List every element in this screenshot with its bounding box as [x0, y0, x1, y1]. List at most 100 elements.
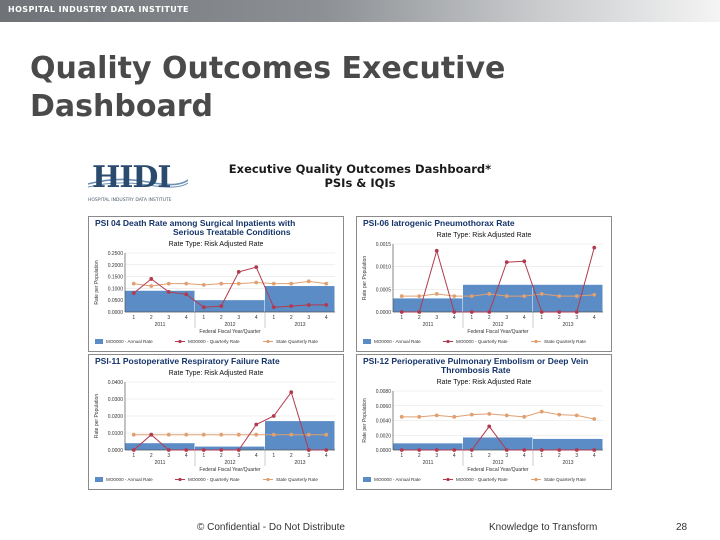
- x-year-label: 2013: [562, 460, 573, 466]
- benchmark-point: [201, 432, 206, 437]
- x-tick-label: 4: [453, 315, 456, 321]
- legend-benchmark-label: State Quarterly Rate: [544, 339, 586, 344]
- x-tick-label: 2: [558, 315, 561, 321]
- quarterly-point: [522, 259, 527, 264]
- x-tick-label: 2: [290, 453, 293, 459]
- x-tick-label: 3: [435, 315, 438, 321]
- legend-benchmark-label: State Quarterly Rate: [276, 339, 318, 344]
- quarterly-point: [131, 291, 136, 296]
- x-tick-label: 2: [150, 453, 153, 459]
- legend-benchmark-marker: [534, 339, 538, 344]
- benchmark-point: [399, 414, 404, 419]
- quarterly-point: [306, 303, 311, 307]
- chart-title: Thrombosis Rate: [441, 365, 511, 375]
- benchmark-point: [487, 291, 492, 296]
- quarterly-point: [417, 310, 422, 314]
- quarterly-point: [184, 292, 189, 297]
- legend-benchmark-marker: [266, 477, 270, 482]
- y-tick-label: 0.0100: [108, 431, 124, 437]
- x-year-label: 2011: [423, 460, 434, 466]
- annual-bar: [463, 284, 533, 312]
- x-tick-label: 1: [400, 315, 403, 321]
- chart-title: PSI-12 Perioperative Pulmonary Embolism …: [363, 356, 588, 366]
- chart-svg: PSI-11 Postoperative Respiratory Failure…: [94, 356, 335, 482]
- y-tick-label: 0.0015: [376, 242, 392, 248]
- chart-subtitle: Rate Type: Risk Adjusted Rate: [169, 241, 264, 248]
- chart-psi12: PSI-12 Perioperative Pulmonary Embolism …: [356, 354, 612, 490]
- quarterly-point: [504, 448, 509, 452]
- quarterly-point: [254, 422, 259, 427]
- benchmark-line: [401, 293, 595, 297]
- quarterly-point: [452, 448, 457, 452]
- x-axis-label: Federal Fiscal Year/Quarter: [199, 467, 260, 473]
- quarterly-point: [201, 305, 206, 310]
- x-tick-label: 4: [325, 315, 328, 321]
- logo-swoosh-icon: [88, 178, 188, 188]
- x-tick-label: 1: [540, 315, 543, 321]
- quarterly-point: [166, 290, 171, 294]
- legend-bar-label: MO0000 - Annual Rate: [374, 477, 421, 482]
- benchmark-point: [522, 414, 527, 419]
- footer-page-number: 28: [676, 522, 688, 533]
- benchmark-point: [434, 413, 439, 418]
- x-axis-label: Federal Fiscal Year/Quarter: [467, 467, 528, 473]
- x-tick-label: 4: [453, 453, 456, 459]
- quarterly-line: [401, 247, 595, 313]
- benchmark-point: [306, 432, 311, 437]
- x-tick-label: 1: [272, 315, 275, 321]
- annual-bar: [125, 290, 195, 312]
- x-tick-label: 4: [185, 453, 188, 459]
- dashboard-title-line2: PSIs & IQIs: [324, 176, 396, 190]
- quarterly-point: [574, 448, 579, 452]
- x-year-label: 2013: [562, 322, 573, 328]
- x-tick-label: 4: [593, 453, 596, 459]
- x-tick-label: 3: [575, 453, 578, 459]
- logo-text: HIDI: [92, 160, 171, 195]
- x-year-label: 2011: [155, 322, 166, 328]
- quarterly-point: [236, 448, 241, 452]
- legend-benchmark-marker: [534, 477, 538, 482]
- quarterly-point: [592, 245, 597, 250]
- y-tick-label: 0.0005: [376, 287, 392, 293]
- y-tick-label: 0.0300: [108, 397, 124, 403]
- quarterly-point: [399, 310, 404, 314]
- y-tick-label: 0.0010: [376, 265, 392, 271]
- benchmark-point: [557, 294, 562, 299]
- benchmark-point: [504, 294, 509, 299]
- x-tick-label: 1: [132, 315, 135, 321]
- y-tick-label: 0.0080: [376, 389, 392, 395]
- quarterly-point: [592, 448, 597, 452]
- quarterly-point: [469, 310, 474, 314]
- x-tick-label: 3: [307, 315, 310, 321]
- benchmark-point: [557, 412, 562, 417]
- legend-bar-swatch: [363, 339, 371, 344]
- y-tick-label: 0.2000: [108, 263, 124, 269]
- quarterly-point: [201, 448, 206, 452]
- quarterly-point: [434, 248, 439, 253]
- annual-bar: [533, 438, 603, 450]
- annual-bar: [195, 300, 265, 312]
- y-tick-label: 0.0000: [376, 448, 392, 454]
- logo-subtitle: HOSPITAL INDUSTRY DATA INSTITUTE: [88, 198, 172, 203]
- x-tick-label: 4: [325, 453, 328, 459]
- annual-bar: [393, 298, 463, 312]
- benchmark-point: [166, 432, 171, 437]
- benchmark-point: [469, 412, 474, 417]
- benchmark-point: [236, 432, 241, 437]
- benchmark-point: [306, 279, 311, 284]
- benchmark-line: [133, 280, 327, 287]
- x-tick-label: 4: [523, 453, 526, 459]
- chart-svg: PSI-12 Perioperative Pulmonary Embolism …: [362, 356, 603, 482]
- x-tick-label: 3: [505, 315, 508, 321]
- header-bar: HOSPITAL INDUSTRY DATA INSTITUTE: [0, 0, 720, 22]
- benchmark-point: [184, 432, 189, 437]
- benchmark-point: [271, 432, 276, 437]
- y-tick-label: 0.0000: [108, 448, 124, 454]
- x-tick-label: 3: [167, 315, 170, 321]
- x-tick-label: 2: [220, 453, 223, 459]
- x-year-label: 2012: [492, 322, 503, 328]
- dashboard-title-line1: Executive Quality Outcomes Dashboard*: [228, 162, 492, 176]
- x-tick-label: 2: [290, 315, 293, 321]
- benchmark-point: [166, 281, 171, 286]
- legend-bar-swatch: [95, 339, 103, 344]
